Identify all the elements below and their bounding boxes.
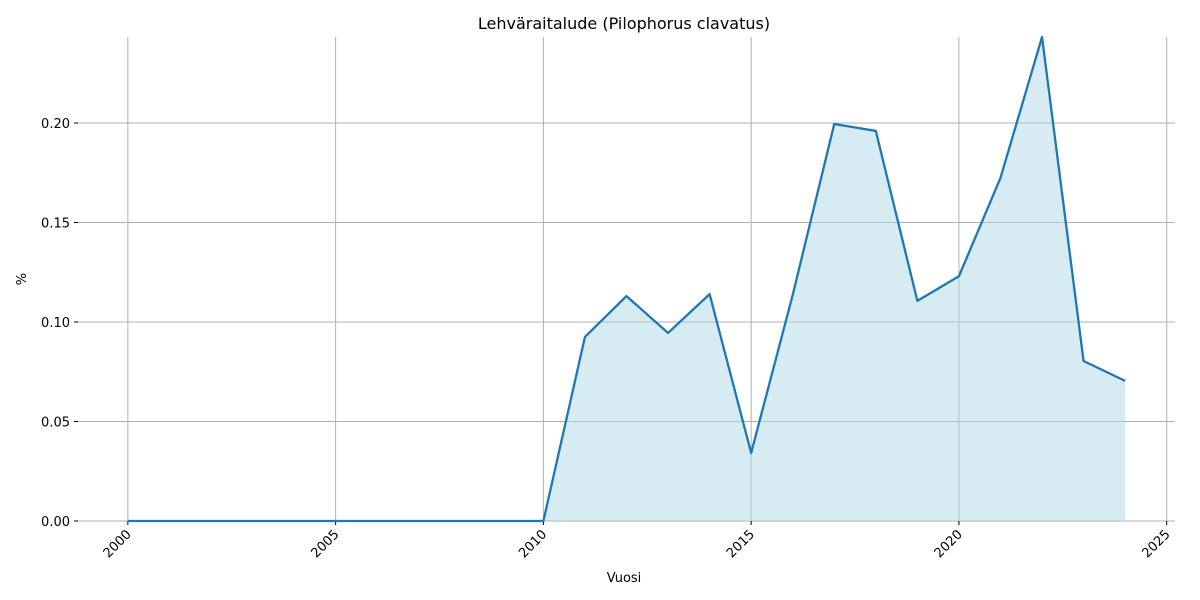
x-tick-label: 2000	[101, 527, 135, 561]
line	[127, 35, 1126, 523]
y-tick-label: 0.05	[41, 415, 70, 430]
x-axis-label: Vuosi	[607, 571, 642, 586]
y-tick-label: 0.15	[41, 216, 70, 231]
y-tick-label: 0.10	[41, 316, 70, 331]
area-fill	[127, 37, 1126, 521]
x-tick-label: 2005	[308, 527, 342, 561]
x-tick-label: 2015	[724, 527, 758, 561]
y-tick-label: 0.00	[41, 515, 70, 530]
chart-title: Lehväraitalude (Pilophorus clavatus)	[478, 14, 770, 33]
x-tick-label: 2010	[516, 527, 550, 561]
y-axis-label: %	[15, 273, 30, 285]
x-tick-label: 2025	[1140, 527, 1174, 561]
x-tick-label: 2020	[932, 527, 966, 561]
y-tick-label: 0.20	[41, 117, 70, 132]
